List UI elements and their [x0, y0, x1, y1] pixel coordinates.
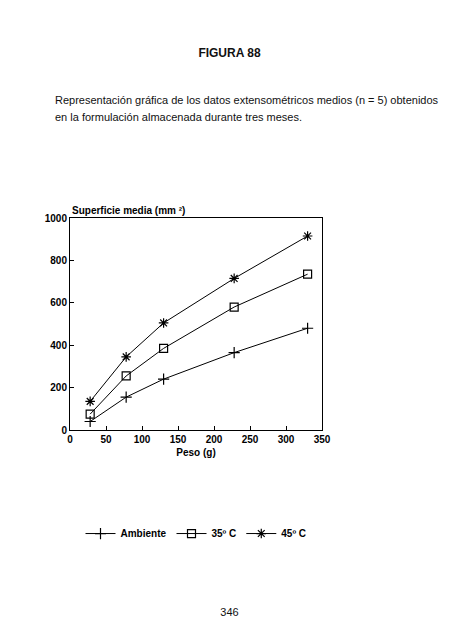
svg-text:150: 150	[170, 434, 187, 445]
svg-text:50: 50	[100, 434, 112, 445]
svg-text:0: 0	[61, 425, 67, 436]
html-text:346: 346	[220, 606, 239, 618]
svg-text:400: 400	[50, 340, 67, 351]
svg-text:Peso (g): Peso (g)	[176, 447, 215, 458]
svg-text:35º C: 35º C	[212, 528, 237, 539]
svg-text:0: 0	[67, 434, 73, 445]
svg-text:Ambiente: Ambiente	[121, 528, 167, 539]
svg-text:250: 250	[242, 434, 259, 445]
html-text:Representación gráfica de los: Representación gráfica de los datos exte…	[55, 94, 439, 106]
html-text:FIGURA 88: FIGURA 88	[198, 46, 261, 60]
html-text:en la formulación almacenada d: en la formulación almacenada durante tre…	[55, 111, 302, 123]
svg-text:300: 300	[278, 434, 295, 445]
svg-text:100: 100	[134, 434, 151, 445]
svg-text:600: 600	[50, 297, 67, 308]
svg-text:45º C: 45º C	[281, 528, 306, 539]
svg-text:Superficie media (mm ²): Superficie media (mm ²)	[72, 205, 185, 216]
svg-text:800: 800	[50, 255, 67, 266]
svg-text:200: 200	[206, 434, 223, 445]
svg-text:1000: 1000	[45, 213, 68, 224]
svg-text:350: 350	[314, 434, 331, 445]
svg-text:200: 200	[50, 382, 67, 393]
